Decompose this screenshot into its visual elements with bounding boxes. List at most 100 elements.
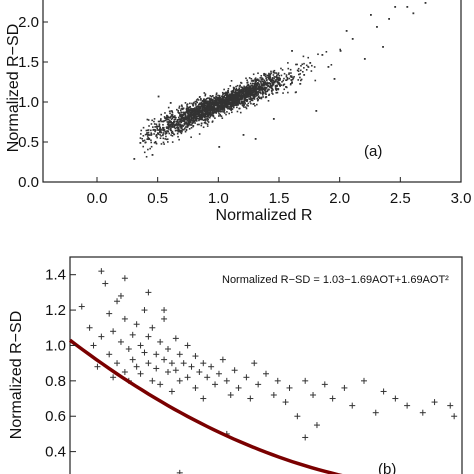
panel-a-point	[211, 121, 214, 123]
panel-a-point	[255, 84, 258, 87]
panel-a-point	[238, 107, 241, 110]
panel-a-point	[133, 158, 136, 160]
panel-b-point	[133, 321, 140, 328]
panel-a-point	[200, 104, 203, 107]
panel-a-point	[214, 103, 216, 106]
panel-a-point	[217, 99, 220, 102]
panel-a-point	[257, 98, 259, 101]
panel-a-point	[213, 108, 216, 110]
panel-a-point	[231, 97, 234, 100]
panel-a-point	[238, 98, 241, 100]
panel-a-point	[262, 87, 264, 90]
panel-a-point	[185, 122, 188, 125]
panel-a-point	[258, 91, 261, 94]
panel-a-point	[250, 80, 253, 82]
panel-a-point	[176, 120, 179, 123]
panel-a-point	[168, 120, 170, 123]
panel-b-point	[223, 377, 230, 384]
panel-a-point	[217, 104, 220, 106]
panel-a-point	[192, 116, 195, 119]
panel-a-point	[156, 125, 159, 128]
panel-a-point	[257, 92, 259, 94]
panel-a-point	[169, 128, 172, 130]
panel-a-point	[224, 93, 227, 96]
panel-a-point	[242, 102, 245, 105]
panel-b-point	[243, 374, 250, 381]
panel-a-point	[177, 109, 179, 112]
panel-a-point	[201, 117, 204, 119]
panel-a-frame	[42, 0, 462, 183]
panel-a-point	[244, 102, 246, 105]
panel-a-point	[231, 94, 233, 97]
panel-a-point	[186, 109, 188, 112]
panel-a-point	[143, 151, 146, 154]
panel-a-point	[261, 80, 264, 83]
panel-a-point	[237, 92, 240, 95]
panel-a-point	[242, 88, 245, 90]
panel-a-point	[224, 102, 226, 104]
panel-a-point	[278, 74, 281, 77]
panel-a-point	[303, 74, 306, 76]
panel-a-point	[250, 99, 253, 102]
panel-a-point	[209, 111, 212, 114]
panel-a-point	[239, 89, 242, 92]
panel-a-point	[264, 84, 266, 86]
panel-a-point	[213, 97, 215, 99]
panel-a-point	[200, 99, 202, 101]
panel-b-annotation: (b)	[378, 461, 396, 474]
panel-a-point	[169, 129, 172, 131]
panel-a-point	[228, 94, 231, 97]
panel-a-point	[246, 84, 249, 87]
panel-a-point	[234, 88, 237, 91]
panel-a-point	[242, 104, 244, 106]
panel-a-point	[178, 123, 180, 126]
panel-a-point	[220, 102, 223, 104]
panel-a-point	[261, 90, 264, 93]
panel-a-point	[256, 97, 259, 100]
panel-a-point	[185, 128, 188, 131]
panel-a-point	[163, 129, 166, 131]
panel-a-point	[182, 125, 185, 127]
panel-a-point	[184, 102, 187, 104]
panel-a-point	[181, 108, 184, 110]
panel-a-point	[181, 124, 183, 126]
panel-a-point	[272, 89, 274, 91]
panel-a-point	[153, 123, 156, 125]
panel-a-point	[181, 105, 183, 108]
panel-a-point	[255, 80, 257, 83]
panel-a-point	[225, 99, 227, 102]
panel-a-point	[303, 62, 305, 65]
panel-a-point	[257, 79, 260, 82]
panel-a-point	[177, 135, 179, 138]
panel-a-point	[243, 104, 246, 106]
panel-a-point	[301, 71, 304, 73]
panel-a-point	[180, 115, 182, 118]
panel-a-point	[204, 114, 206, 117]
panel-a-point	[163, 116, 166, 118]
panel-a-point	[339, 50, 342, 52]
panel-a-point	[246, 79, 248, 82]
panel-a-point	[146, 131, 148, 134]
panel-a-point	[163, 126, 165, 129]
panel-a-point	[227, 89, 229, 92]
panel-b-point	[153, 351, 160, 358]
panel-a-point	[201, 107, 204, 110]
panel-a-point	[247, 102, 250, 105]
panel-a-point	[223, 110, 226, 112]
panel-a-point	[189, 121, 192, 123]
panel-a-point	[283, 88, 286, 91]
panel-a-point	[182, 114, 185, 116]
panel-a-point	[260, 84, 263, 86]
panel-a-point	[300, 79, 302, 82]
panel-a-point	[191, 120, 194, 122]
panel-a-point	[159, 130, 162, 132]
panel-a-point	[235, 89, 238, 91]
panel-a-point	[266, 74, 268, 77]
panel-a-point	[181, 114, 183, 116]
panel-a-point	[278, 76, 280, 79]
panel-a-point	[266, 79, 268, 81]
panel-a-point	[211, 102, 213, 105]
panel-a-point	[317, 53, 319, 56]
panel-a-point	[209, 110, 212, 112]
panel-a-point	[251, 97, 254, 100]
